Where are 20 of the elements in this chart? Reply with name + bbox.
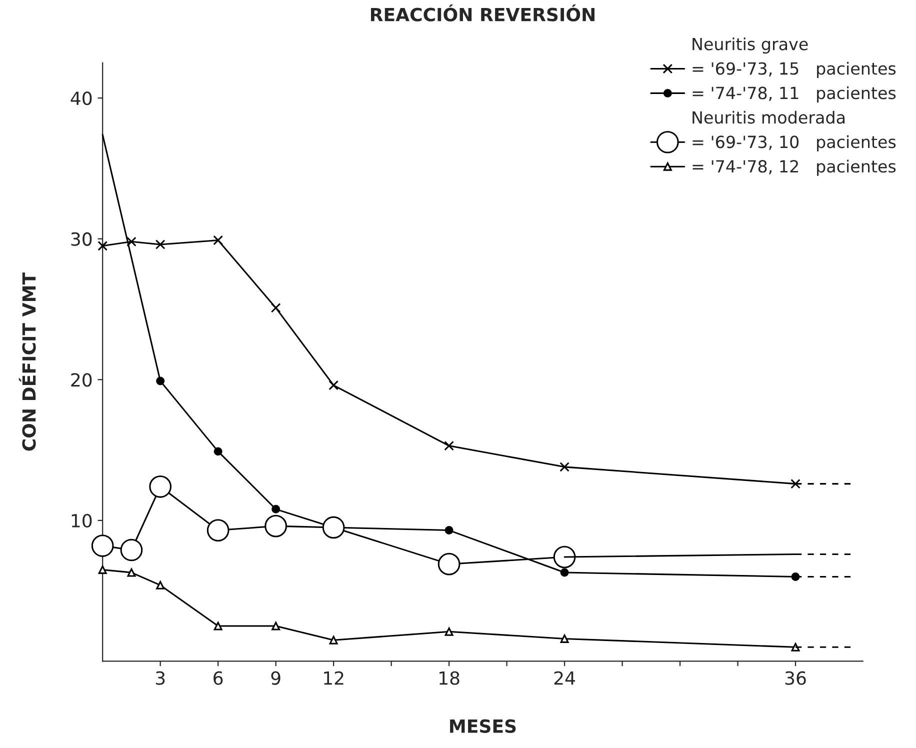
text: Neuritis grave — [692, 37, 808, 54]
legend-label: = '74-'78, 11 pacientes — [692, 86, 896, 102]
y-tick-label: 20 — [71, 373, 92, 387]
x-tick-label: 18 — [440, 671, 460, 685]
legend-label: = '74-'78, 12 pacientes — [692, 160, 896, 176]
annotation: Neuritis moderada — [692, 110, 845, 124]
x-tick-label: 3 — [156, 671, 165, 685]
legend-label: = '69-'73, 10 pacientes — [692, 135, 896, 152]
x-axis-title: MESES — [450, 719, 516, 733]
legend-label: = '69-'73, 15 pacientes — [692, 62, 896, 78]
x-tick-label: 24 — [554, 671, 576, 685]
y-tick-label: 30 — [71, 232, 92, 246]
x-tick-label: 9 — [271, 671, 280, 685]
x-tick-label: 6 — [214, 671, 223, 685]
y-tick-label: 40 — [70, 91, 92, 106]
x-tick-label: 12 — [324, 671, 344, 685]
y-tick-label: 10 — [72, 514, 92, 528]
x-tick-label: 36 — [785, 671, 806, 685]
y-axis-title: CON DÉFICIT VMT — [18, 272, 36, 451]
chart-title: REACCIÓN REVERSIÓN — [370, 4, 594, 22]
